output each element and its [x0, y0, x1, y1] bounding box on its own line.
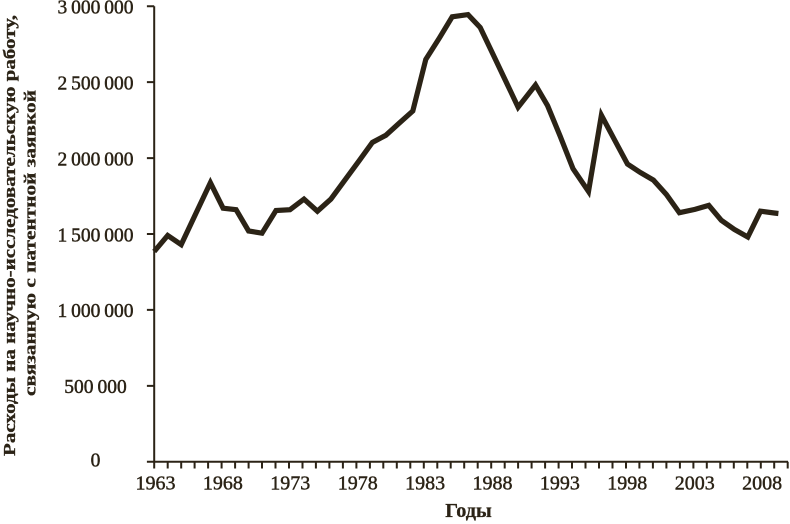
svg-text:1988: 1988 — [473, 473, 513, 495]
svg-text:2 000 000: 2 000 000 — [57, 149, 133, 170]
svg-text:1963: 1963 — [136, 473, 176, 495]
svg-text:0: 0 — [91, 451, 101, 472]
svg-text:Расходы на научно-исследовател: Расходы на научно-исследовательскую рабо… — [0, 15, 19, 456]
svg-text:1 000 000: 1 000 000 — [57, 301, 133, 322]
svg-text:2003: 2003 — [675, 473, 715, 495]
svg-text:500 000: 500 000 — [64, 377, 126, 398]
svg-text:1993: 1993 — [540, 473, 580, 495]
svg-text:2008: 2008 — [742, 473, 782, 495]
svg-text:1973: 1973 — [270, 473, 310, 495]
svg-text:3 000 000: 3 000 000 — [57, 0, 133, 19]
svg-text:1 500 000: 1 500 000 — [57, 225, 133, 246]
svg-text:1983: 1983 — [405, 473, 445, 495]
svg-text:1968: 1968 — [203, 473, 243, 495]
svg-text:1978: 1978 — [338, 473, 378, 495]
svg-text:2 500 000: 2 500 000 — [57, 73, 133, 94]
svg-text:1998: 1998 — [607, 473, 647, 495]
svg-text:связанную с патентной заявкой: связанную с патентной заявкой — [21, 90, 40, 396]
svg-text:Годы: Годы — [445, 500, 492, 522]
